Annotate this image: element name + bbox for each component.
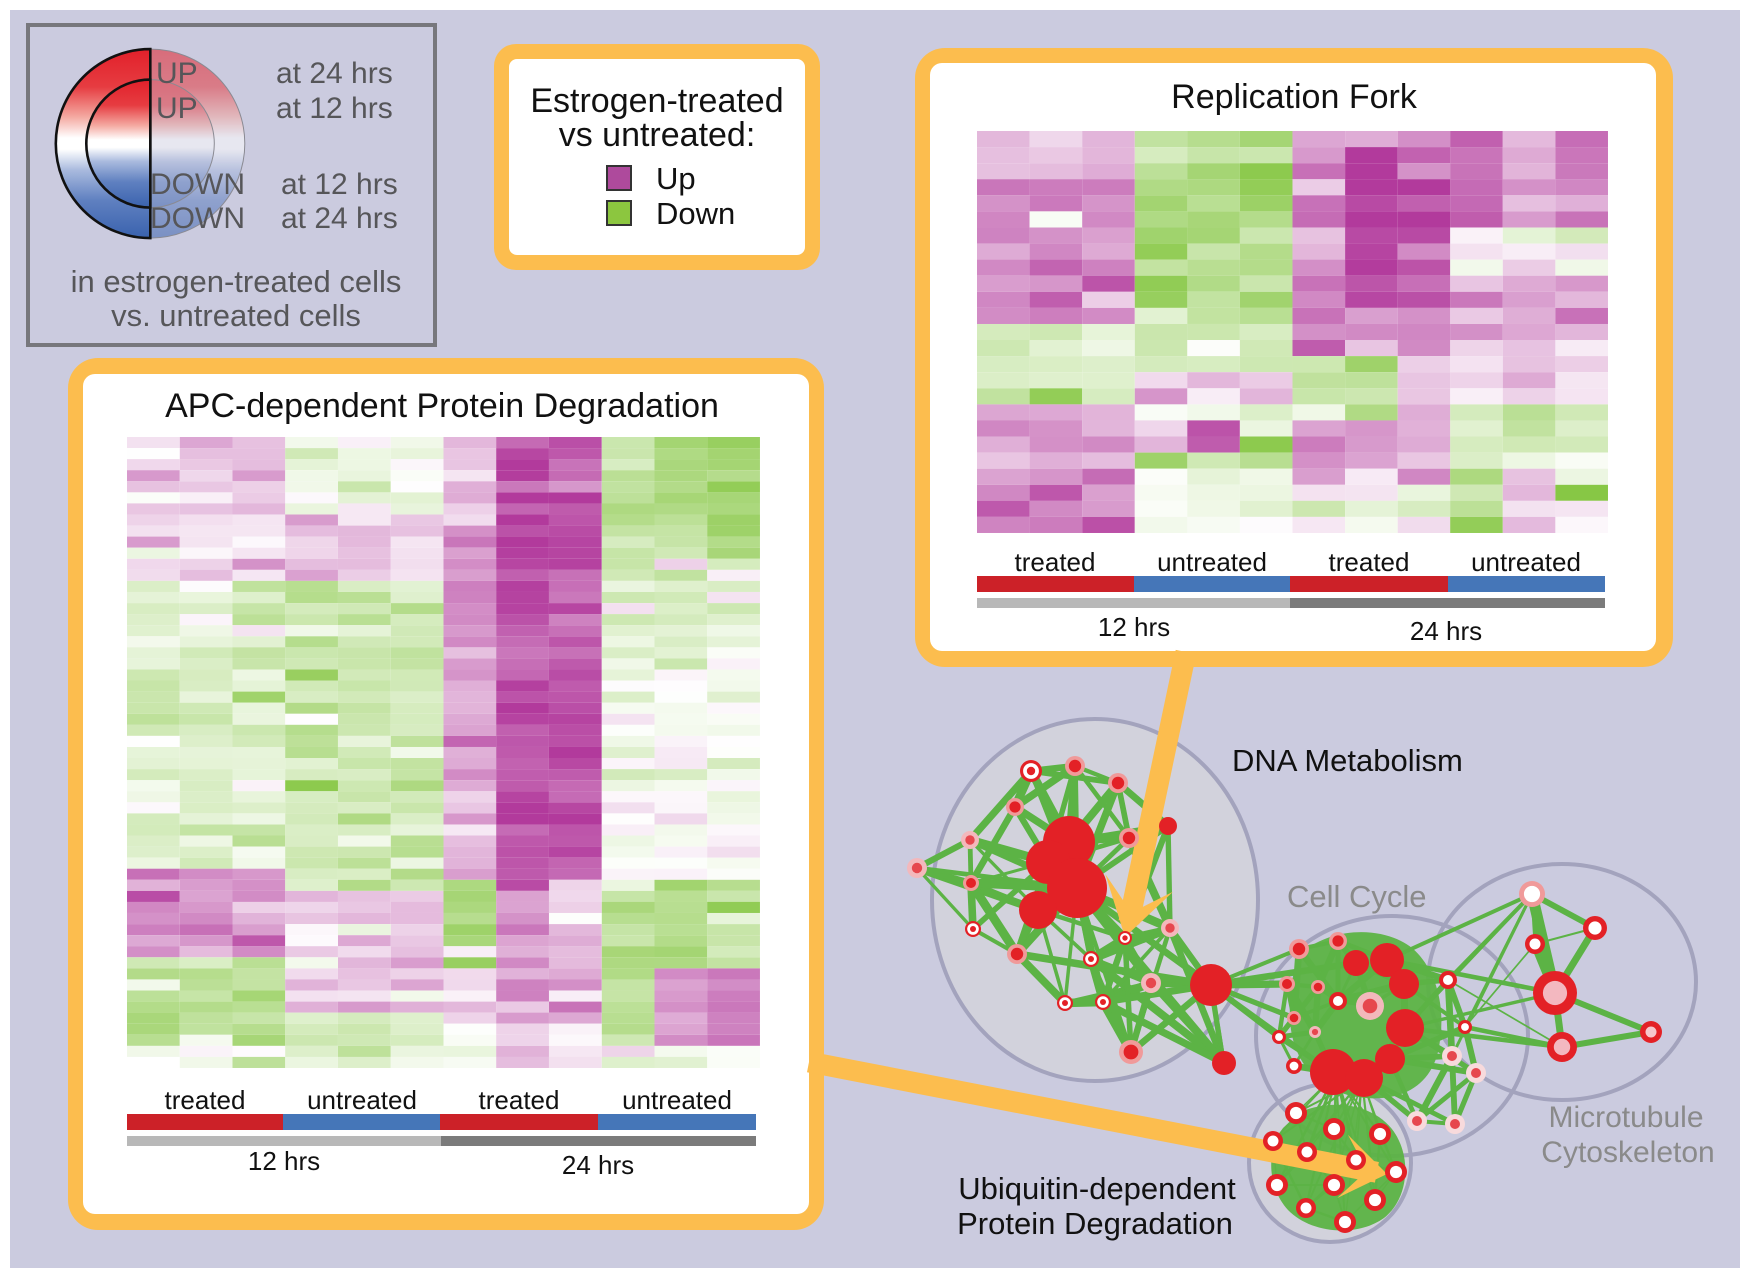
svg-text:treated: treated: [1015, 547, 1096, 577]
svg-text:at 24 hrs: at 24 hrs: [276, 57, 393, 90]
svg-text:UP: UP: [156, 92, 198, 125]
svg-text:Protein Degradation: Protein Degradation: [957, 1206, 1233, 1241]
svg-text:at 12 hrs: at 12 hrs: [281, 168, 398, 201]
svg-text:vs. untreated cells: vs. untreated cells: [111, 298, 361, 333]
svg-text:DOWN: DOWN: [150, 168, 245, 201]
svg-text:vs untreated:: vs untreated:: [559, 116, 756, 154]
svg-text:Ubiquitin-dependent: Ubiquitin-dependent: [958, 1171, 1236, 1206]
svg-text:Replication Fork: Replication Fork: [1171, 78, 1418, 116]
svg-text:Down: Down: [656, 196, 735, 231]
svg-text:treated: treated: [165, 1085, 246, 1115]
svg-text:treated: treated: [1329, 547, 1410, 577]
svg-text:DOWN: DOWN: [150, 202, 245, 235]
svg-text:UP: UP: [156, 57, 198, 90]
svg-text:12 hrs: 12 hrs: [1098, 612, 1170, 642]
svg-text:at 24 hrs: at 24 hrs: [281, 202, 398, 235]
svg-text:untreated: untreated: [307, 1085, 417, 1115]
svg-text:Estrogen-treated: Estrogen-treated: [530, 82, 783, 120]
svg-text:treated: treated: [479, 1085, 560, 1115]
svg-text:DNA Metabolism: DNA Metabolism: [1232, 743, 1463, 778]
svg-text:Cell Cycle: Cell Cycle: [1287, 879, 1427, 914]
svg-text:Cytoskeleton: Cytoskeleton: [1541, 1136, 1714, 1169]
svg-text:untreated: untreated: [622, 1085, 732, 1115]
svg-text:Up: Up: [656, 161, 696, 196]
svg-text:untreated: untreated: [1471, 547, 1581, 577]
svg-text:12 hrs: 12 hrs: [248, 1146, 320, 1176]
svg-text:24 hrs: 24 hrs: [562, 1150, 634, 1180]
svg-text:APC-dependent Protein Degradat: APC-dependent Protein Degradation: [165, 387, 719, 425]
svg-text:24 hrs: 24 hrs: [1410, 616, 1482, 646]
svg-text:at 12 hrs: at 12 hrs: [276, 92, 393, 125]
svg-text:Microtubule: Microtubule: [1548, 1101, 1703, 1134]
svg-text:untreated: untreated: [1157, 547, 1267, 577]
svg-text:in estrogen-treated cells: in estrogen-treated cells: [71, 264, 402, 299]
